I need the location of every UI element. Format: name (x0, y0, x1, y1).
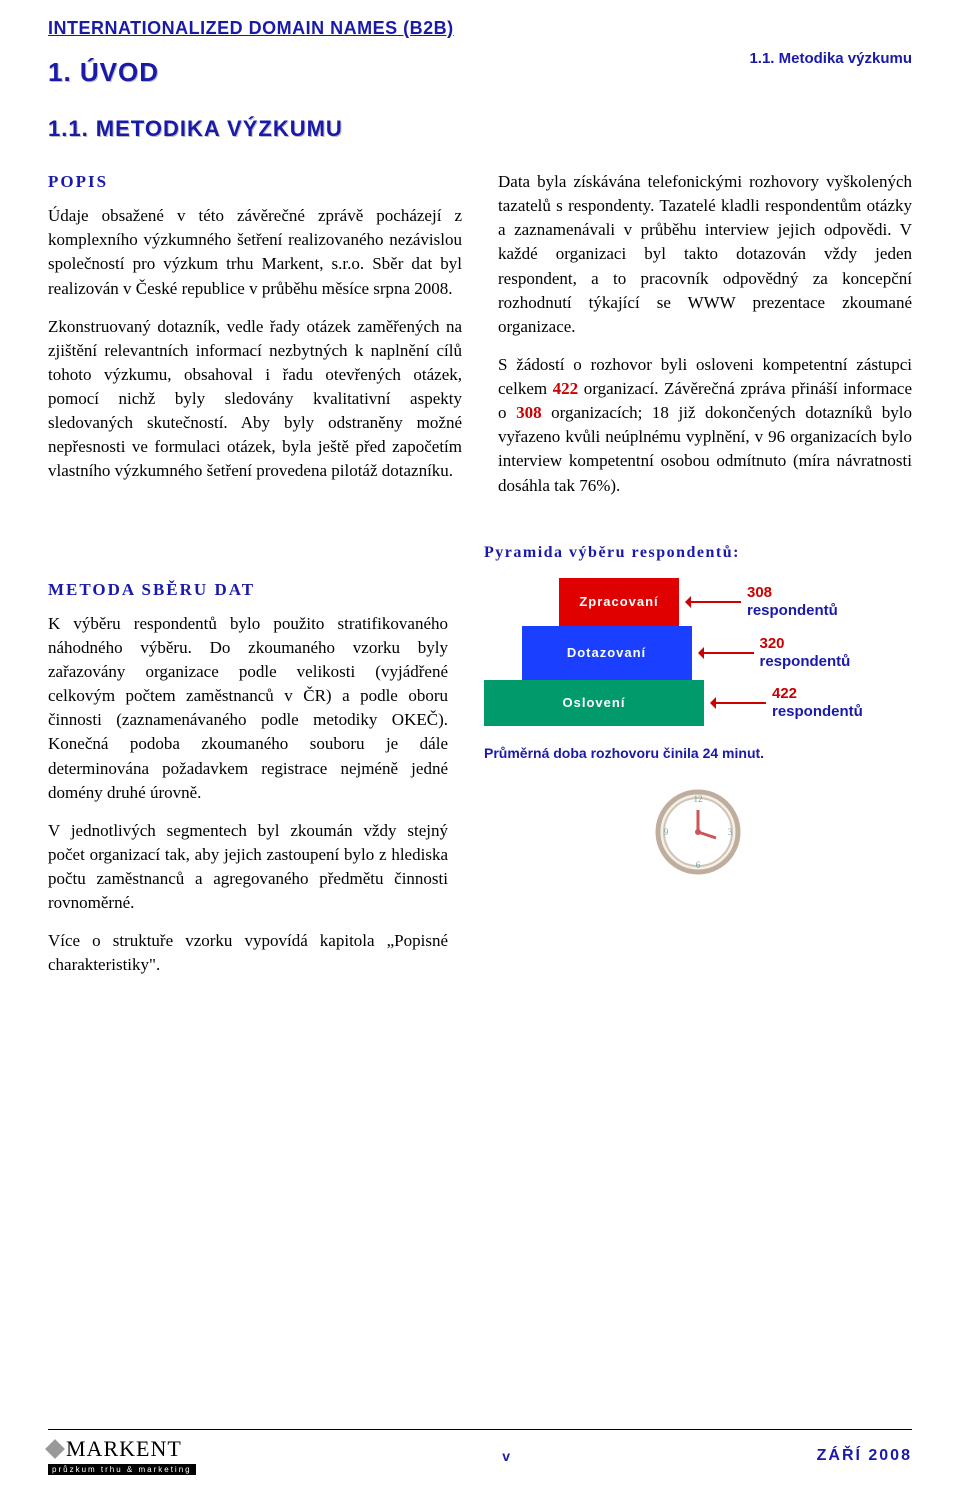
clock-icon: 12 3 6 9 (484, 782, 912, 882)
left-column: POPIS Údaje obsažené v této závěrečné zp… (48, 170, 462, 512)
svg-text:3: 3 (728, 827, 733, 837)
logo-text: MARKENT (66, 1436, 182, 1462)
two-column-top: POPIS Údaje obsažené v této závěrečné zp… (48, 170, 912, 512)
metoda-p1: K výběru respondentů bylo použito strati… (48, 612, 448, 805)
popis-p1: Údaje obsažené v této závěrečné zprávě p… (48, 204, 462, 301)
pyramid-row-0: Zpracovaní 308 respondentů (484, 578, 912, 626)
right-column-lower: Pyramida výběru respondentů: Zpracovaní … (484, 542, 912, 992)
logo-diamond-icon (45, 1439, 65, 1459)
average-duration: Průměrná doba rozhovoru činila 24 minut. (484, 744, 912, 764)
pyramid-label-1: 320 respondentů (760, 635, 900, 671)
logo-tagline: průzkum trhu & marketing (48, 1464, 196, 1475)
header-title: INTERNATIONALIZED DOMAIN NAMES (B2B) (48, 18, 912, 39)
pyramid-label-0: 308 respondentů (747, 584, 887, 620)
markent-logo: MARKENT průzkum trhu & marketing (48, 1436, 196, 1475)
page-number: v (502, 1448, 510, 1464)
svg-text:12: 12 (694, 794, 703, 804)
pyramid-box-0: Zpracovaní (559, 578, 679, 626)
popis-heading: POPIS (48, 170, 462, 194)
pyramid-row-2: Oslovení 422 respondentů (484, 680, 912, 726)
arrow-icon (700, 652, 754, 654)
arrow-icon (712, 702, 766, 704)
h2-metodika: 1.1. METODIKA VÝZKUMU (48, 116, 912, 142)
pyramid-row-1: Dotazovaní 320 respondentů (484, 626, 912, 680)
metoda-heading: METODA SBĚRU DAT (48, 578, 448, 602)
pyramid-heading: Pyramida výběru respondentů: (484, 542, 912, 565)
arrow-icon (687, 601, 741, 603)
right-column: Data byla získávána telefonickými rozhov… (498, 170, 912, 512)
footer: MARKENT průzkum trhu & marketing v ZÁŘÍ … (48, 1429, 912, 1475)
svg-text:6: 6 (696, 860, 701, 870)
pyramid-label-2: 422 respondentů (772, 685, 912, 721)
header-subtitle: 1.1. Metodika výzkumu (749, 50, 912, 67)
num-422: 422 (553, 379, 579, 398)
two-column-bottom: METODA SBĚRU DAT K výběru respondentů by… (48, 542, 912, 992)
svg-text:9: 9 (664, 827, 669, 837)
pyramid-diagram: Zpracovaní 308 respondentů Dotazovaní 32… (484, 578, 912, 726)
right-p2: S žádostí o rozhovor byli osloveni kompe… (498, 353, 912, 498)
metoda-p2: V jednotlivých segmentech byl zkoumán vž… (48, 819, 448, 916)
left-column-lower: METODA SBĚRU DAT K výběru respondentů by… (48, 542, 448, 992)
footer-date: ZÁŘÍ 2008 (817, 1447, 912, 1465)
metoda-p3: Více o struktuře vzorku vypovídá kapitol… (48, 929, 448, 977)
pyramid-box-2: Oslovení (484, 680, 704, 726)
pyramid-box-1: Dotazovaní (522, 626, 692, 680)
right-p1: Data byla získávána telefonickými rozhov… (498, 170, 912, 339)
num-308: 308 (516, 403, 542, 422)
popis-p2: Zkonstruovaný dotazník, vedle řady otáze… (48, 315, 462, 484)
